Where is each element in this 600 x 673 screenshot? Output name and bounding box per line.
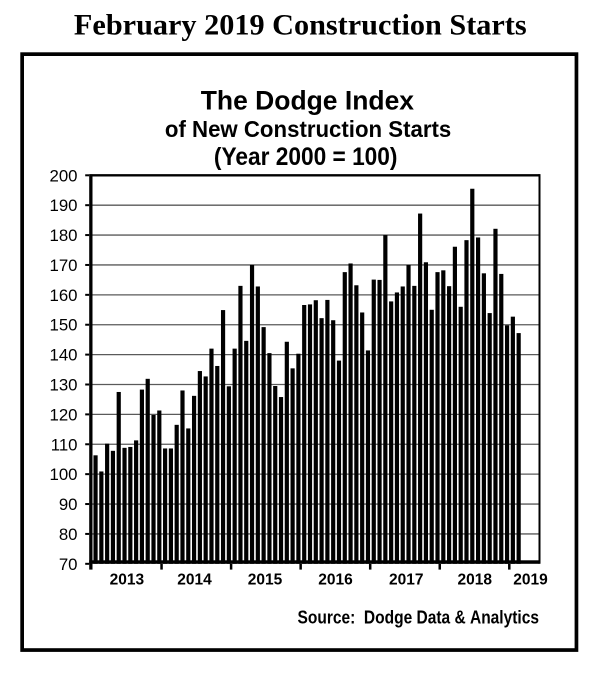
svg-text:90: 90 xyxy=(59,495,78,514)
svg-text:200: 200 xyxy=(50,166,78,185)
svg-text:2014: 2014 xyxy=(177,571,212,588)
svg-text:130: 130 xyxy=(50,376,78,395)
svg-text:Source: Dodge Data & Analytic: Source: Dodge Data & Analytics xyxy=(298,607,540,628)
svg-text:120: 120 xyxy=(50,405,78,424)
svg-text:(Year 2000 = 100): (Year 2000 = 100) xyxy=(214,143,398,171)
svg-text:190: 190 xyxy=(50,196,78,215)
svg-text:100: 100 xyxy=(50,465,78,484)
svg-text:170: 170 xyxy=(50,256,78,275)
svg-text:180: 180 xyxy=(50,226,78,245)
svg-text:2013: 2013 xyxy=(110,571,145,588)
svg-text:150: 150 xyxy=(50,316,78,335)
svg-text:70: 70 xyxy=(59,555,78,574)
svg-text:2019: 2019 xyxy=(513,571,548,588)
svg-text:80: 80 xyxy=(59,525,78,544)
svg-text:140: 140 xyxy=(50,346,78,365)
svg-text:The Dodge Index: The Dodge Index xyxy=(201,85,414,115)
svg-text:2016: 2016 xyxy=(318,571,353,588)
svg-text:160: 160 xyxy=(50,286,78,305)
svg-text:2015: 2015 xyxy=(248,571,283,588)
svg-text:February 2019 Construction Sta: February 2019 Construction Starts xyxy=(74,10,527,42)
svg-text:2018: 2018 xyxy=(457,571,492,588)
svg-text:110: 110 xyxy=(51,435,78,454)
svg-text:of New Construction Starts: of New Construction Starts xyxy=(165,116,451,142)
svg-text:2017: 2017 xyxy=(389,571,423,588)
